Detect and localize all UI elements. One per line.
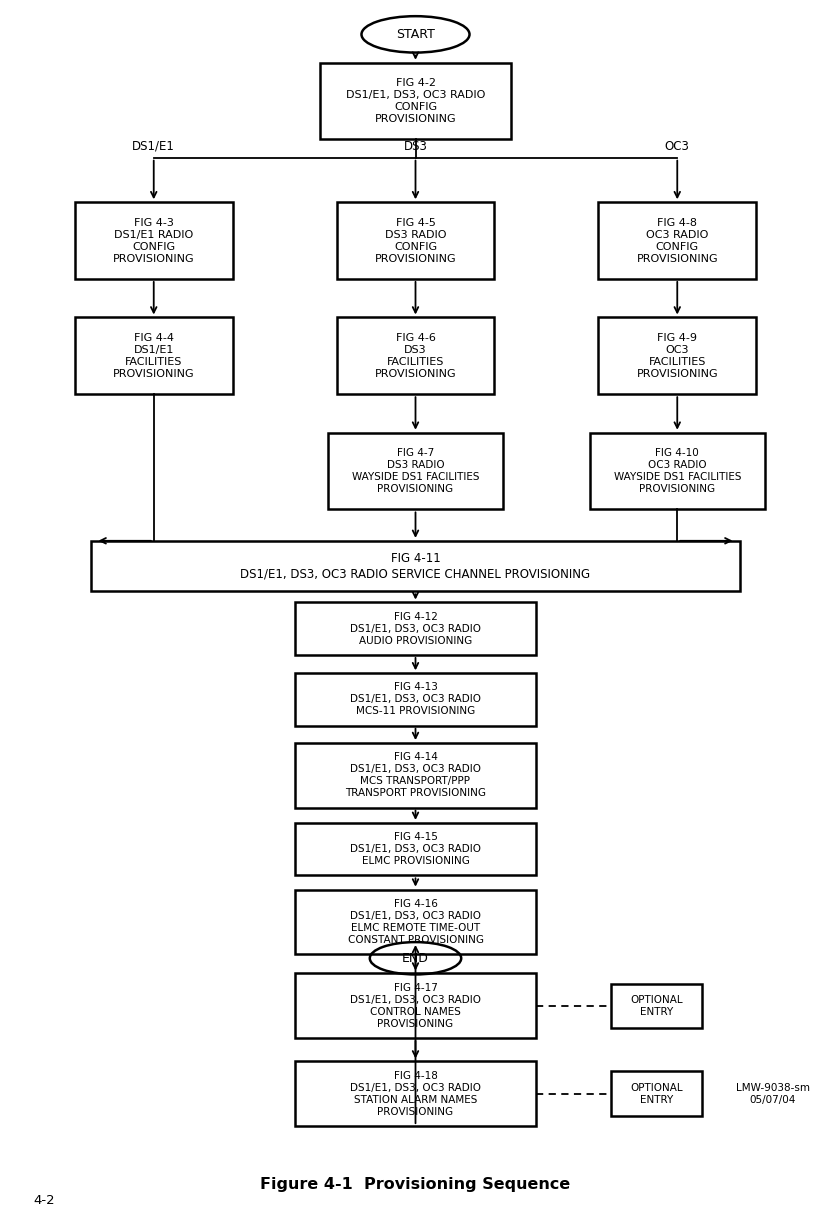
Bar xyxy=(91,541,740,591)
Text: FIG 4-18
DS1/E1, DS3, OC3 RADIO
STATION ALARM NAMES
PROVISIONING: FIG 4-18 DS1/E1, DS3, OC3 RADIO STATION … xyxy=(350,1071,481,1117)
Text: OPTIONAL
ENTRY: OPTIONAL ENTRY xyxy=(630,1083,683,1105)
Bar xyxy=(611,984,702,1027)
Text: FIG 4-9
OC3
FACILITIES
PROVISIONING: FIG 4-9 OC3 FACILITIES PROVISIONING xyxy=(637,332,718,378)
Text: FIG 4-8
OC3 RADIO
CONFIG
PROVISIONING: FIG 4-8 OC3 RADIO CONFIG PROVISIONING xyxy=(637,217,718,263)
Text: OC3: OC3 xyxy=(665,139,690,153)
Bar xyxy=(590,433,765,509)
Text: END: END xyxy=(402,952,429,964)
Text: FIG 4-16
DS1/E1, DS3, OC3 RADIO
ELMC REMOTE TIME-OUT
CONSTANT PROVISIONING: FIG 4-16 DS1/E1, DS3, OC3 RADIO ELMC REM… xyxy=(347,899,484,945)
Text: FIG 4-13
DS1/E1, DS3, OC3 RADIO
MCS-11 PROVISIONING: FIG 4-13 DS1/E1, DS3, OC3 RADIO MCS-11 P… xyxy=(350,683,481,717)
Text: FIG 4-12
DS1/E1, DS3, OC3 RADIO
AUDIO PROVISIONING: FIG 4-12 DS1/E1, DS3, OC3 RADIO AUDIO PR… xyxy=(350,611,481,645)
Text: FIG 4-2
DS1/E1, DS3, OC3 RADIO
CONFIG
PROVISIONING: FIG 4-2 DS1/E1, DS3, OC3 RADIO CONFIG PR… xyxy=(346,78,485,124)
Text: OPTIONAL
ENTRY: OPTIONAL ENTRY xyxy=(630,995,683,1016)
Text: FIG 4-5
DS3 RADIO
CONFIG
PROVISIONING: FIG 4-5 DS3 RADIO CONFIG PROVISIONING xyxy=(375,217,456,263)
Text: Figure 4-1  Provisioning Sequence: Figure 4-1 Provisioning Sequence xyxy=(260,1177,571,1192)
Text: FIG 4-11
DS1/E1, DS3, OC3 RADIO SERVICE CHANNEL PROVISIONING: FIG 4-11 DS1/E1, DS3, OC3 RADIO SERVICE … xyxy=(240,552,591,580)
Text: FIG 4-3
DS1/E1 RADIO
CONFIG
PROVISIONING: FIG 4-3 DS1/E1 RADIO CONFIG PROVISIONING xyxy=(113,217,194,263)
Bar xyxy=(598,203,756,279)
Text: DS1/E1: DS1/E1 xyxy=(132,139,175,153)
Bar xyxy=(295,973,536,1038)
Bar xyxy=(75,318,233,394)
Bar xyxy=(295,822,536,876)
Text: FIG 4-4
DS1/E1
FACILITIES
PROVISIONING: FIG 4-4 DS1/E1 FACILITIES PROVISIONING xyxy=(113,332,194,378)
Text: FIG 4-6
DS3
FACILITIES
PROVISIONING: FIG 4-6 DS3 FACILITIES PROVISIONING xyxy=(375,332,456,378)
Bar xyxy=(337,203,494,279)
Bar xyxy=(320,63,511,139)
Text: FIG 4-14
DS1/E1, DS3, OC3 RADIO
MCS TRANSPORT/PPP
TRANSPORT PROVISIONING: FIG 4-14 DS1/E1, DS3, OC3 RADIO MCS TRAN… xyxy=(345,752,486,798)
Text: LMW-9038-sm
05/07/04: LMW-9038-sm 05/07/04 xyxy=(735,1083,810,1105)
Text: 4-2: 4-2 xyxy=(33,1195,55,1207)
Bar xyxy=(295,1061,536,1126)
Text: FIG 4-7
DS3 RADIO
WAYSIDE DS1 FACILITIES
PROVISIONING: FIG 4-7 DS3 RADIO WAYSIDE DS1 FACILITIES… xyxy=(352,448,479,494)
Bar xyxy=(295,889,536,955)
Text: FIG 4-17
DS1/E1, DS3, OC3 RADIO
CONTROL NAMES
PROVISIONING: FIG 4-17 DS1/E1, DS3, OC3 RADIO CONTROL … xyxy=(350,983,481,1029)
Bar xyxy=(295,742,536,808)
Text: START: START xyxy=(396,28,435,41)
Bar xyxy=(75,203,233,279)
Bar xyxy=(295,673,536,725)
Bar xyxy=(611,1071,702,1116)
Text: FIG 4-15
DS1/E1, DS3, OC3 RADIO
ELMC PROVISIONING: FIG 4-15 DS1/E1, DS3, OC3 RADIO ELMC PRO… xyxy=(350,832,481,866)
Bar xyxy=(295,603,536,655)
Text: DS3: DS3 xyxy=(404,139,427,153)
Bar xyxy=(337,318,494,394)
Bar xyxy=(328,433,503,509)
Text: FIG 4-10
OC3 RADIO
WAYSIDE DS1 FACILITIES
PROVISIONING: FIG 4-10 OC3 RADIO WAYSIDE DS1 FACILITIE… xyxy=(613,448,741,494)
Bar xyxy=(598,318,756,394)
